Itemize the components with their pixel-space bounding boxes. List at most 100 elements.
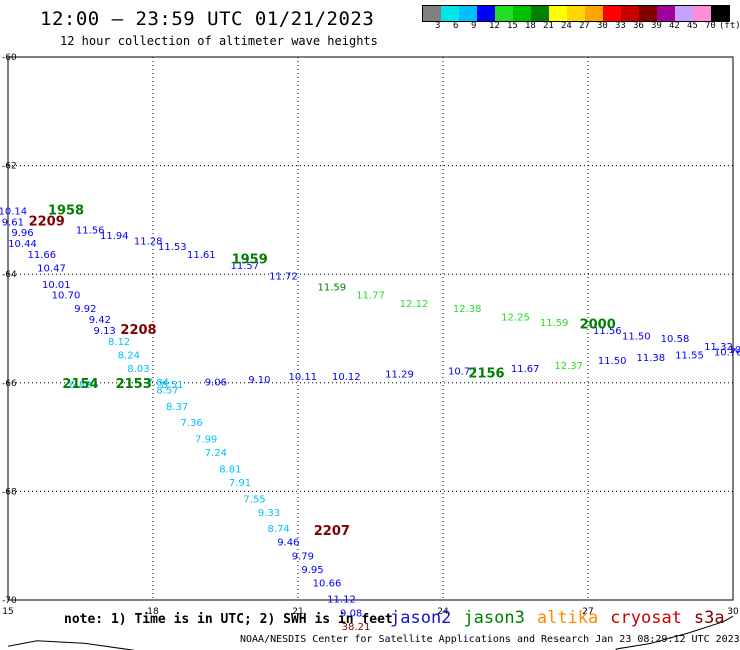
color-swatch bbox=[459, 6, 477, 21]
wave-height-value: 10.14 bbox=[0, 206, 27, 217]
y-tick-label: -70 bbox=[2, 596, 17, 606]
color-scale-label: 70 bbox=[705, 21, 716, 31]
color-swatch bbox=[531, 6, 549, 21]
color-swatch bbox=[549, 6, 567, 21]
x-tick-label: 24 bbox=[437, 607, 449, 617]
wave-height-value: 9.10 bbox=[248, 375, 270, 386]
pass-time-label: 2000 bbox=[580, 318, 616, 333]
wave-height-value: 10.66 bbox=[313, 578, 342, 589]
color-swatch bbox=[639, 6, 657, 21]
color-scale-label: 3 bbox=[435, 21, 441, 31]
color-swatch bbox=[693, 6, 711, 21]
wave-height-value: 8.37 bbox=[166, 402, 188, 413]
color-swatch bbox=[513, 6, 531, 21]
wave-height-value: 8.57 bbox=[156, 386, 178, 397]
color-swatch bbox=[441, 6, 459, 21]
wave-height-value: 10.11 bbox=[289, 372, 318, 383]
color-scale-label: (ft) bbox=[719, 21, 740, 31]
wave-height-value: 11.29 bbox=[385, 369, 414, 380]
wave-height-value: 9.96 bbox=[11, 228, 33, 239]
color-swatch bbox=[567, 6, 585, 21]
page-subtitle: 12 hour collection of altimeter wave hei… bbox=[60, 34, 378, 48]
wave-height-value: 8.74 bbox=[268, 524, 290, 535]
color-scale-label: 33 bbox=[615, 21, 626, 31]
wave-height-value: 11.67 bbox=[511, 364, 540, 375]
color-scale-label: 18 bbox=[525, 21, 536, 31]
wave-height-value: 10.47 bbox=[37, 263, 66, 274]
color-scale-label: 21 bbox=[543, 21, 554, 31]
pass-time-label: 2209 bbox=[29, 214, 65, 229]
color-swatch bbox=[495, 6, 513, 21]
wave-height-value: 11.56 bbox=[593, 326, 622, 337]
pass-time-label: 2207 bbox=[314, 524, 350, 539]
color-scale-label: 42 bbox=[669, 21, 680, 31]
wave-height-value: 10.01 bbox=[42, 280, 71, 291]
wave-height-value: 8.51 bbox=[161, 380, 183, 391]
wave-height-value: 9.08 bbox=[340, 608, 362, 619]
color-swatch bbox=[423, 6, 441, 21]
wave-height-value: 11.53 bbox=[158, 242, 187, 253]
color-scale-label: 30 bbox=[597, 21, 608, 31]
pass-time-label: 2154 bbox=[62, 377, 98, 392]
wave-height-value: 9.61 bbox=[2, 217, 24, 228]
x-tick-label: 30 bbox=[727, 607, 739, 617]
wave-height-value: 11.38 bbox=[637, 353, 666, 364]
footer-note: note: 1) Time is in UTC; 2) SWH is in fe… bbox=[64, 612, 393, 627]
wave-height-value: 11.28 bbox=[134, 236, 163, 247]
wave-height-value: 10.12 bbox=[332, 372, 361, 383]
wave-height-value: 7.91 bbox=[229, 478, 251, 489]
pass-time-label: 2156 bbox=[468, 366, 504, 381]
wave-height-value: 12.38 bbox=[453, 304, 482, 315]
color-scale-label: 27 bbox=[579, 21, 590, 31]
coastline bbox=[7, 640, 136, 650]
wave-height-value: 7.36 bbox=[181, 418, 203, 429]
pass-time-label: 2153 bbox=[116, 377, 152, 392]
wave-height-value: 11.72 bbox=[269, 272, 298, 283]
pass-time-label: 1959 bbox=[232, 252, 268, 267]
color-swatch bbox=[585, 6, 603, 21]
wave-height-value: 11.77 bbox=[356, 291, 385, 302]
wave-height-value: 9.92 bbox=[74, 304, 96, 315]
wave-height-value: 6.82 bbox=[69, 380, 91, 391]
legend-entry-cryosat: cryosat bbox=[610, 608, 682, 628]
wave-height-value: 7.84 bbox=[147, 378, 169, 389]
wave-height-value: 8.24 bbox=[118, 350, 140, 361]
wave-height-value: 12.25 bbox=[501, 312, 530, 323]
legend-entry-jason2: jason2 bbox=[390, 608, 452, 628]
color-swatch bbox=[711, 6, 729, 21]
coastline bbox=[615, 615, 734, 650]
wave-height-value: 10.77 bbox=[448, 367, 477, 378]
x-tick-label: 21 bbox=[292, 607, 303, 617]
wave-height-value: 8.81 bbox=[219, 464, 241, 475]
wave-height-value: 9.79 bbox=[292, 551, 314, 562]
page-title: 12:00 — 23:59 UTC 01/21/2023 bbox=[40, 8, 375, 30]
wave-height-value: 7.99 bbox=[195, 435, 217, 446]
color-scale-label: 9 bbox=[471, 21, 477, 31]
pass-time-label: 2208 bbox=[120, 323, 156, 338]
wave-height-value: 11.94 bbox=[100, 231, 129, 242]
wave-height-value: 9.46 bbox=[277, 538, 299, 549]
wave-height-value: 11.57 bbox=[231, 261, 260, 272]
wave-height-value: 11.61 bbox=[187, 250, 216, 261]
color-scale-bar bbox=[422, 5, 730, 22]
legend-entry-altika: altika bbox=[536, 608, 599, 628]
wave-height-value: 10.70 bbox=[52, 291, 81, 302]
color-scale-label: 45 bbox=[687, 21, 698, 31]
x-tick-label: 15 bbox=[2, 607, 13, 617]
color-scale-labels: 3 6 9 12 15 18 21 24 27 30 33 36 39 42 45 70 (ft) bbox=[422, 21, 740, 33]
satellite-legend: jason2 jason3 altika cryosat s3a bbox=[390, 608, 737, 628]
color-swatch bbox=[477, 6, 495, 21]
wave-height-value: 10.45 bbox=[728, 345, 740, 356]
legend-entry-jason3: jason3 bbox=[463, 608, 525, 628]
y-tick-label: -64 bbox=[2, 270, 17, 280]
wave-height-value: 11.55 bbox=[675, 350, 704, 361]
wave-height-value: 7.55 bbox=[243, 494, 265, 505]
wave-height-value: 11.50 bbox=[622, 331, 651, 342]
wave-height-value: 11.32 bbox=[704, 342, 733, 353]
x-tick-label: 27 bbox=[582, 607, 593, 617]
wave-height-value: 10.76 bbox=[714, 348, 740, 359]
wave-height-value: 11.66 bbox=[28, 250, 57, 261]
legend-entry-s3a: s3a bbox=[693, 608, 725, 628]
credit-line: NOAA/NESDIS Center for Satellite Applica… bbox=[240, 634, 740, 645]
color-swatch bbox=[621, 6, 639, 21]
